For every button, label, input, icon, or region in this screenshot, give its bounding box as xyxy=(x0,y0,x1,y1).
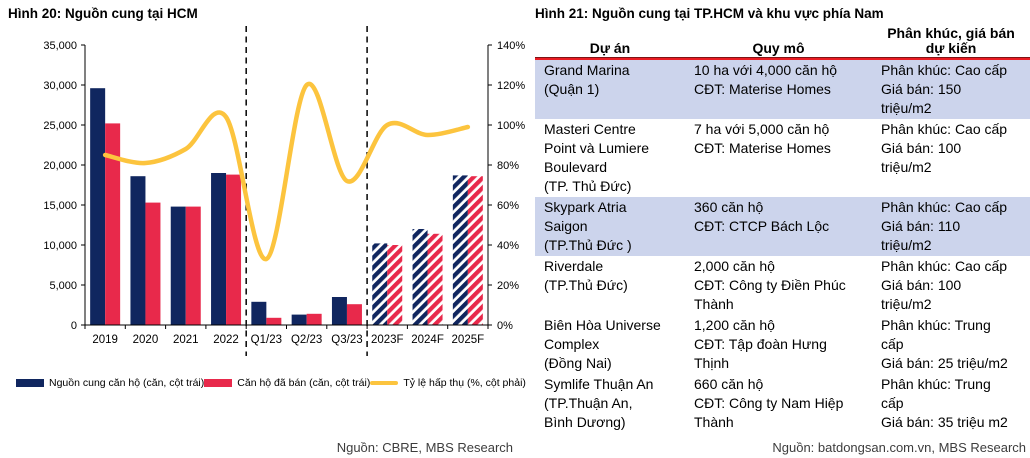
segment-cell: Phân khúc: Cao cấp Giá bán: 100 triệu/m2 xyxy=(881,258,1008,312)
svg-text:2021: 2021 xyxy=(173,334,199,346)
svg-text:2019: 2019 xyxy=(92,334,118,346)
segment-cell: Phân khúc: Cao cấp Giá bán: 110 triệu/m2 xyxy=(872,197,1030,256)
bar-Q3/23 xyxy=(346,304,362,325)
svg-text:25,000: 25,000 xyxy=(43,120,77,132)
bar-Q2/23 xyxy=(291,314,307,325)
absorption-line-swatch-icon xyxy=(370,380,399,386)
scale-cell: 660 căn hộ CĐT: Công ty Nam Hiệp Thành xyxy=(694,376,844,430)
bar-2020 xyxy=(130,176,146,325)
figure-20-title: Hình 20: Nguồn cung tại HCM xyxy=(8,6,198,21)
chart-canvas: 0 5,000 10,000 15,000 20,000 25,000 30,000 35,0… xyxy=(43,26,525,356)
bar-Q1/23 xyxy=(251,301,267,325)
legend-item-absorption: Tỷ lệ hấp thụ (%, cột phải) xyxy=(370,377,526,389)
table-row: Masteri Centre Point và Lumiere Boulevar… xyxy=(535,119,1030,197)
svg-text:Q2/23: Q2/23 xyxy=(291,334,322,346)
bar-2019 xyxy=(90,88,106,325)
col-header-project: Dự án xyxy=(535,26,685,60)
segment-cell: Phân khúc: Trung cấp Giá bán: 25 triệu/m… xyxy=(881,317,1008,371)
table-row: Grand Marina (Quận 1) 10 ha với 4,000 că… xyxy=(535,60,1030,119)
scale-cell: 360 căn hộ CĐT: CTCP Bách Lộc xyxy=(685,197,872,256)
project-cell: Symlife Thuận An (TP.Thuận An, Bình Dươn… xyxy=(544,376,654,430)
figure-21-title: Hình 21: Nguồn cung tại TP.HCM và khu vự… xyxy=(535,6,884,21)
legend-label-absorption: Tỷ lệ hấp thụ (%, cột phải) xyxy=(403,377,526,389)
bar-2022 xyxy=(226,174,242,325)
bar-2021 xyxy=(170,206,186,325)
svg-text:2024F: 2024F xyxy=(411,334,444,346)
legend-label-supply: Nguồn cung căn hộ (căn, cột trái) xyxy=(49,377,205,389)
bar-2025F xyxy=(467,176,483,325)
project-cell: Masteri Centre Point và Lumiere Boulevar… xyxy=(544,121,650,194)
svg-text:2023F: 2023F xyxy=(371,334,404,346)
hcm-supply-chart: 0 5,000 10,000 15,000 20,000 25,000 30,000 35,0… xyxy=(0,24,535,364)
legend-item-sold: Căn hộ đã bán (căn, cột trái) xyxy=(204,377,370,389)
svg-text:100%: 100% xyxy=(497,120,525,132)
table-row: Riverdale (TP.Thủ Đức) 2,000 căn hộ CĐT:… xyxy=(535,256,1030,315)
svg-text:5,000: 5,000 xyxy=(49,280,77,292)
bar-2020 xyxy=(145,202,161,325)
bar-2023F xyxy=(387,245,403,325)
project-cell: Riverdale (TP.Thủ Đức) xyxy=(544,258,628,293)
project-cell: Biên Hòa Universe Complex (Đồng Nai) xyxy=(544,317,661,371)
scale-cell: 1,200 căn hộ CĐT: Tập đoàn Hưng Thịnh xyxy=(694,317,827,371)
bar-Q1/23 xyxy=(266,317,282,325)
table-header-row: Dự án Quy mô Phân khúc, giá bán dự kiến xyxy=(535,26,1030,60)
segment-cell: Phân khúc: Cao cấp Giá bán: 100 triệu/m2 xyxy=(881,121,1008,175)
figure-20-source: Nguồn: CBRE, MBS Research xyxy=(336,440,513,455)
sold-bar-swatch-icon xyxy=(204,379,233,387)
scale-cell: 7 ha với 5,000 căn hộ CĐT: Materise Home… xyxy=(694,121,831,156)
segment-cell: Phân khúc: Trung cấp Giá bán: 35 triệu m… xyxy=(881,376,1008,430)
bar-Q2/23 xyxy=(306,313,322,325)
legend-item-supply: Nguồn cung căn hộ (căn, cột trái) xyxy=(16,377,204,389)
svg-text:35,000: 35,000 xyxy=(43,40,77,52)
table-row: Biên Hòa Universe Complex (Đồng Nai) 1,2… xyxy=(535,315,1030,374)
svg-text:20,000: 20,000 xyxy=(43,160,77,172)
svg-text:10,000: 10,000 xyxy=(43,240,77,252)
absorption-line xyxy=(102,81,471,262)
svg-text:60%: 60% xyxy=(497,200,519,212)
bar-2024F xyxy=(412,229,428,325)
supply-bar-swatch-icon xyxy=(16,379,44,387)
bar-2023F xyxy=(372,243,388,325)
figure-21-source: Nguồn: batdongsan.com.vn, MBS Research xyxy=(772,440,1026,455)
bar-Q3/23 xyxy=(331,297,347,325)
chart-legend: Nguồn cung căn hộ (căn, cột trái) Căn hộ… xyxy=(16,377,526,389)
svg-text:15,000: 15,000 xyxy=(43,200,77,212)
bar-2024F xyxy=(427,233,443,325)
project-cell: Grand Marina (Quận 1) xyxy=(535,60,685,119)
col-header-segment-price: Phân khúc, giá bán dự kiến xyxy=(872,26,1030,60)
svg-text:20%: 20% xyxy=(497,280,519,292)
bar-2022 xyxy=(211,173,227,325)
svg-text:80%: 80% xyxy=(497,160,519,172)
bar-2021 xyxy=(185,206,201,325)
svg-text:30,000: 30,000 xyxy=(43,80,77,92)
svg-text:140%: 140% xyxy=(497,40,525,52)
col-header-scale: Quy mô xyxy=(685,26,872,60)
svg-text:2022: 2022 xyxy=(213,334,239,346)
svg-text:0: 0 xyxy=(71,320,77,332)
svg-text:2025F: 2025F xyxy=(452,334,485,346)
segment-cell: Phân khúc: Cao cấp Giá bán: 150 triệu/m2 xyxy=(872,60,1030,119)
svg-text:Q3/23: Q3/23 xyxy=(331,334,362,346)
scale-cell: 10 ha với 4,000 căn hộ CĐT: Materise Hom… xyxy=(685,60,872,119)
svg-text:0%: 0% xyxy=(497,320,513,332)
svg-text:Q1/23: Q1/23 xyxy=(251,334,282,346)
scale-cell: 2,000 căn hộ CĐT: Công ty Điền Phúc Thàn… xyxy=(694,258,846,312)
svg-text:2020: 2020 xyxy=(133,334,159,346)
project-cell: Skypark Atria Saigon (TP.Thủ Đức ) xyxy=(535,197,685,256)
table-row: Symlife Thuận An (TP.Thuận An, Bình Dươn… xyxy=(535,374,1030,433)
svg-text:120%: 120% xyxy=(497,80,525,92)
southern-supply-table: Dự án Quy mô Phân khúc, giá bán dự kiến … xyxy=(535,26,1030,433)
table-row: Skypark Atria Saigon (TP.Thủ Đức ) 360 c… xyxy=(535,197,1030,256)
svg-text:40%: 40% xyxy=(497,240,519,252)
bar-2025F xyxy=(452,175,468,325)
bar-2019 xyxy=(105,123,121,326)
legend-label-sold: Căn hộ đã bán (căn, cột trái) xyxy=(237,377,371,389)
